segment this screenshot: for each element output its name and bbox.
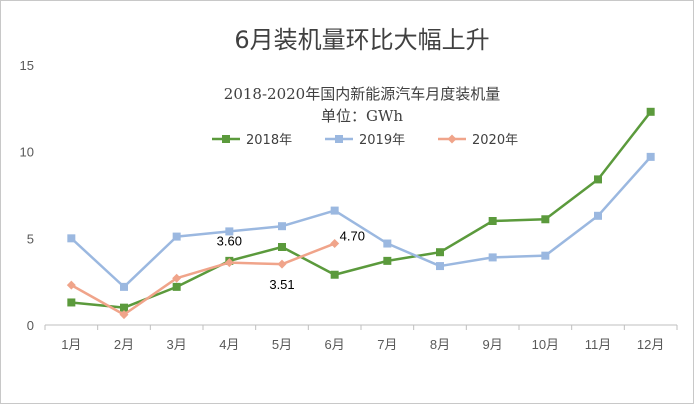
series-point-0	[330, 270, 339, 279]
legend-marker-0	[222, 135, 230, 143]
legend-label-0: 2018年	[246, 133, 292, 148]
x-tick-label: 7月	[377, 337, 397, 352]
x-axis: 1月 2月 3月 4月 5月 6月 7月 8月 9月 10月 11月 12月	[44, 324, 678, 352]
series-point-2	[224, 258, 234, 268]
series-point-0	[383, 256, 392, 265]
x-tick-label: 12月	[637, 337, 664, 352]
series-point-0	[278, 243, 286, 251]
chart-subtitle: 2018-2020年国内新能源汽车月度装机量	[224, 85, 500, 103]
series-point-2	[172, 273, 182, 283]
x-tick-label: 4月	[219, 337, 239, 352]
x-tick-label: 5月	[272, 337, 292, 352]
unit-label: 单位：GWh	[321, 107, 403, 125]
series-point-0	[67, 298, 76, 307]
series-point-1	[594, 211, 602, 220]
data-label: 3.60	[217, 234, 242, 249]
chart-title: 6月装机量环比大幅上升	[234, 26, 489, 54]
x-tick-label: 6月	[325, 337, 345, 352]
series-point-1	[330, 206, 339, 215]
y-tick-label: 5	[27, 231, 34, 246]
series-point-0	[488, 217, 497, 225]
series-line-1	[70, 156, 652, 289]
series-point-2	[119, 310, 129, 320]
legend: 2018年 2019年 2020年	[212, 133, 518, 148]
series-point-0	[436, 248, 444, 257]
series-point-1	[67, 234, 76, 243]
series-point-0	[120, 303, 128, 312]
x-tick-label: 3月	[167, 337, 187, 352]
series-point-0	[172, 282, 181, 291]
x-tick-label: 11月	[585, 337, 612, 352]
series-line-2	[70, 242, 336, 316]
series-point-1	[383, 239, 392, 248]
legend-label-2: 2020年	[472, 133, 518, 148]
x-tick-label: 8月	[430, 337, 450, 352]
x-tick-label: 10月	[532, 337, 559, 352]
x-tick-label: 1月	[61, 337, 81, 352]
y-tick-label: 0	[27, 318, 34, 333]
series-point-1	[225, 227, 234, 236]
series-point-1	[172, 232, 181, 241]
series-point-1	[488, 253, 497, 262]
data-label: 3.51	[269, 277, 294, 292]
x-tick-label: 2月	[114, 337, 134, 352]
series-point-1	[646, 152, 655, 161]
series-point-2	[66, 280, 76, 290]
data-label: 4.70	[340, 229, 365, 244]
y-tick-label: 15	[20, 58, 34, 73]
series-group	[66, 107, 655, 320]
data-labels: 3.60 3.51 4.70	[217, 229, 365, 293]
series-point-1	[278, 222, 286, 231]
series-point-1	[120, 282, 128, 291]
series-line-0	[71, 111, 652, 309]
y-tick-label: 10	[20, 145, 34, 160]
series-point-1	[541, 251, 550, 260]
legend-marker-2	[447, 134, 457, 144]
series-point-0	[646, 107, 655, 116]
y-axis: 0 5 10 15	[20, 58, 34, 333]
series-point-0	[541, 215, 550, 224]
series-point-0	[594, 175, 602, 184]
legend-label-1: 2019年	[359, 133, 405, 148]
series-point-2	[277, 259, 287, 269]
legend-marker-1	[335, 135, 343, 143]
series-point-2	[330, 239, 340, 249]
series-point-1	[436, 262, 444, 271]
x-tick-label: 9月	[483, 337, 503, 352]
